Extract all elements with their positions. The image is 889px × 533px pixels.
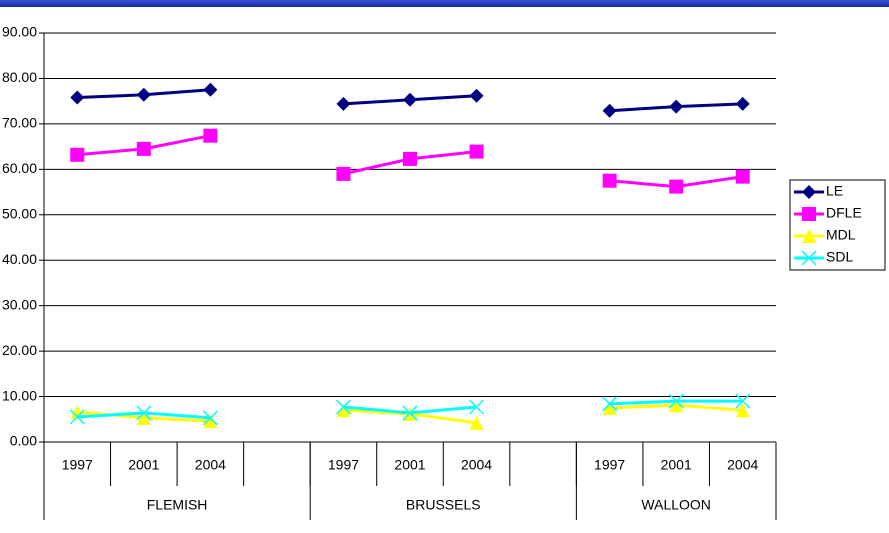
- legend-label: LE: [826, 183, 843, 199]
- data-point: [136, 141, 151, 156]
- data-point: [735, 403, 750, 418]
- legend-label: MDL: [826, 227, 856, 243]
- data-point: [669, 179, 684, 194]
- data-point: [136, 87, 151, 102]
- data-point: [402, 405, 418, 421]
- data-point: [602, 173, 617, 188]
- data-point: [136, 410, 151, 425]
- x-tick-label: 1997: [594, 457, 625, 473]
- y-tick-label: 40.00: [2, 251, 37, 267]
- data-point: [469, 88, 484, 103]
- y-tick-label: 0.00: [10, 433, 37, 449]
- legend-marker: [802, 207, 816, 221]
- legend-label: SDL: [826, 249, 853, 265]
- data-point: [403, 151, 417, 166]
- y-tick-label: 60.00: [2, 160, 37, 176]
- x-tick-label: 1997: [62, 457, 93, 473]
- data-point: [735, 393, 751, 409]
- data-point: [668, 393, 684, 409]
- legend-marker: [801, 250, 817, 266]
- data-point: [70, 90, 85, 105]
- data-point: [336, 403, 351, 418]
- x-tick-label: 2004: [195, 457, 226, 473]
- x-tick-label: 2001: [661, 457, 692, 473]
- data-point: [203, 414, 218, 429]
- group-label: WALLOON: [641, 497, 711, 513]
- data-point: [70, 147, 85, 162]
- y-tick-label: 20.00: [2, 342, 37, 358]
- y-tick-label: 90.00: [2, 24, 37, 40]
- legend-marker: [802, 229, 816, 243]
- data-point: [202, 410, 218, 426]
- x-tick-label: 1997: [328, 457, 359, 473]
- data-point: [602, 396, 618, 412]
- data-point: [469, 399, 485, 415]
- data-point: [469, 144, 484, 159]
- data-point: [735, 169, 750, 184]
- data-point: [469, 415, 484, 430]
- data-point: [69, 409, 85, 425]
- data-point: [403, 92, 417, 107]
- y-tick-label: 50.00: [2, 205, 37, 221]
- legend-label: DFLE: [826, 205, 862, 221]
- x-tick-label: 2004: [461, 457, 492, 473]
- data-point: [136, 405, 152, 421]
- data-point: [669, 99, 684, 114]
- data-point: [203, 128, 218, 143]
- x-tick-label: 2004: [727, 457, 758, 473]
- y-tick-label: 80.00: [2, 69, 37, 85]
- group-label: BRUSSELS: [406, 497, 481, 513]
- x-tick-label: 2001: [394, 457, 425, 473]
- data-point: [602, 400, 617, 415]
- data-point: [336, 96, 351, 111]
- data-point: [203, 82, 218, 97]
- y-tick-label: 70.00: [2, 115, 37, 131]
- y-tick-label: 30.00: [2, 296, 37, 312]
- data-point: [602, 103, 617, 118]
- y-tick-label: 10.00: [2, 387, 37, 403]
- x-tick-label: 2001: [128, 457, 159, 473]
- data-point: [336, 166, 351, 181]
- header-bar: [0, 0, 889, 7]
- data-point: [735, 96, 750, 111]
- legend-marker: [802, 185, 816, 199]
- data-point: [669, 398, 684, 413]
- group-label: FLEMISH: [147, 497, 208, 513]
- data-point: [335, 399, 351, 415]
